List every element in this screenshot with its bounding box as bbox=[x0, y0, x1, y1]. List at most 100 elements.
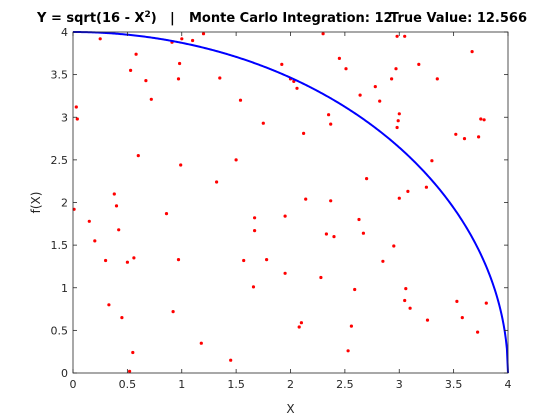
title-equation-close: ) bbox=[151, 11, 157, 26]
scatter-point-8 bbox=[112, 192, 116, 196]
scatter-point-99 bbox=[462, 137, 467, 141]
scatter-point-12 bbox=[125, 260, 129, 264]
scatter-point-37 bbox=[242, 258, 246, 263]
function-curve bbox=[73, 31, 509, 374]
scatter-point-30 bbox=[199, 341, 203, 345]
y-tick-label: 0.5 bbox=[51, 324, 69, 337]
scatter-point-51 bbox=[302, 131, 306, 135]
title-separator: | bbox=[170, 11, 175, 26]
scatter-point-24 bbox=[176, 258, 181, 262]
y-tick-label: 2.5 bbox=[51, 154, 69, 167]
scatter-point-85 bbox=[417, 62, 421, 66]
scatter-point-41 bbox=[261, 121, 265, 125]
scatter-point-16 bbox=[132, 256, 136, 260]
scatter-point-7 bbox=[107, 303, 111, 307]
scatter-point-54 bbox=[321, 32, 325, 36]
scatter-point-84 bbox=[408, 306, 412, 310]
scatter-point-19 bbox=[144, 79, 148, 83]
x-axis-label: X bbox=[286, 402, 294, 416]
x-tick-label: 2 bbox=[287, 378, 294, 391]
scatter-point-36 bbox=[238, 98, 243, 102]
scatter-point-76 bbox=[395, 34, 399, 38]
scatter-point-33 bbox=[218, 76, 222, 80]
scatter-point-57 bbox=[329, 199, 333, 203]
x-tick-label: 3 bbox=[396, 378, 403, 391]
scatter-point-65 bbox=[357, 217, 361, 222]
x-tick-label: 0.5 bbox=[119, 378, 137, 391]
scatter-point-3 bbox=[87, 219, 91, 223]
scatter-point-61 bbox=[344, 67, 348, 71]
scatter-point-66 bbox=[358, 93, 362, 97]
scatter-point-93 bbox=[470, 50, 474, 54]
scatter-point-4 bbox=[93, 239, 97, 243]
y-tick-label: 1.5 bbox=[51, 239, 69, 252]
scatter-point-91 bbox=[455, 299, 459, 303]
scatter-point-2 bbox=[75, 117, 79, 121]
scatter-point-52 bbox=[304, 197, 308, 201]
scatter-point-78 bbox=[397, 112, 401, 116]
scatter-point-95 bbox=[477, 135, 481, 139]
scatter-point-23 bbox=[171, 310, 175, 314]
scatter-point-62 bbox=[346, 349, 350, 353]
scatter-point-9 bbox=[114, 204, 119, 208]
scatter-point-72 bbox=[390, 77, 394, 81]
y-tick-label: 4 bbox=[61, 26, 68, 39]
scatter-point-45 bbox=[283, 214, 287, 218]
scatter-point-68 bbox=[365, 177, 369, 181]
scatter-point-13 bbox=[128, 369, 132, 373]
scatter-points bbox=[72, 32, 488, 373]
scatter-point-38 bbox=[251, 285, 256, 289]
scatter-point-56 bbox=[327, 113, 331, 117]
scatter-point-20 bbox=[149, 97, 153, 101]
scatter-point-40 bbox=[253, 216, 257, 220]
scatter-point-74 bbox=[394, 67, 398, 71]
scatter-point-1 bbox=[74, 105, 78, 109]
scatter-point-80 bbox=[403, 34, 407, 38]
scatter-point-87 bbox=[425, 318, 430, 322]
x-tick-label: 2.5 bbox=[336, 378, 354, 391]
scatter-point-14 bbox=[129, 68, 133, 72]
scatter-point-77 bbox=[396, 119, 400, 123]
scatter-point-98 bbox=[484, 301, 488, 305]
scatter-point-32 bbox=[215, 180, 219, 184]
x-tick-label: 4 bbox=[505, 378, 512, 391]
scatter-point-90 bbox=[454, 132, 458, 136]
scatter-point-31 bbox=[201, 32, 206, 36]
title-mc-estimate: Monte Carlo Integration: 12 bbox=[189, 11, 393, 26]
scatter-point-28 bbox=[180, 37, 184, 41]
scatter-point-69 bbox=[373, 85, 377, 89]
scatter-point-82 bbox=[404, 287, 408, 291]
scatter-point-26 bbox=[178, 61, 182, 66]
scatter-point-6 bbox=[104, 258, 108, 263]
x-axis-ticks: 0 0.5 1 1.5 2 2.5 3 3.5 4 bbox=[70, 32, 512, 391]
scatter-point-64 bbox=[353, 287, 357, 292]
scatter-point-34 bbox=[229, 358, 233, 362]
scatter-point-11 bbox=[120, 316, 124, 320]
scatter-point-97 bbox=[482, 118, 486, 122]
scatter-point-60 bbox=[337, 56, 341, 61]
scatter-point-29 bbox=[191, 38, 195, 43]
title-exponent: 2 bbox=[145, 10, 151, 20]
scatter-point-18 bbox=[136, 154, 140, 158]
scatter-point-17 bbox=[134, 52, 138, 56]
scatter-point-88 bbox=[430, 159, 434, 163]
scatter-point-67 bbox=[361, 231, 365, 235]
scatter-point-48 bbox=[295, 86, 299, 90]
scatter-point-63 bbox=[349, 324, 353, 328]
scatter-point-21 bbox=[164, 212, 169, 216]
scatter-point-70 bbox=[378, 99, 382, 103]
y-tick-label: 1 bbox=[61, 282, 68, 295]
scatter-point-35 bbox=[234, 158, 238, 162]
y-tick-label: 2 bbox=[61, 197, 68, 210]
scatter-point-43 bbox=[280, 62, 284, 66]
y-tick-label: 3 bbox=[61, 111, 68, 124]
x-tick-label: 0 bbox=[70, 378, 77, 391]
chart-title: Y = sqrt(16 - X2) bbox=[36, 10, 157, 26]
scatter-point-53 bbox=[319, 275, 323, 280]
scatter-point-27 bbox=[179, 163, 183, 167]
title-equation: Y = sqrt(16 - X bbox=[36, 11, 145, 26]
scatter-point-86 bbox=[424, 185, 428, 189]
scatter-point-10 bbox=[117, 228, 121, 232]
scatter-point-94 bbox=[476, 330, 480, 334]
